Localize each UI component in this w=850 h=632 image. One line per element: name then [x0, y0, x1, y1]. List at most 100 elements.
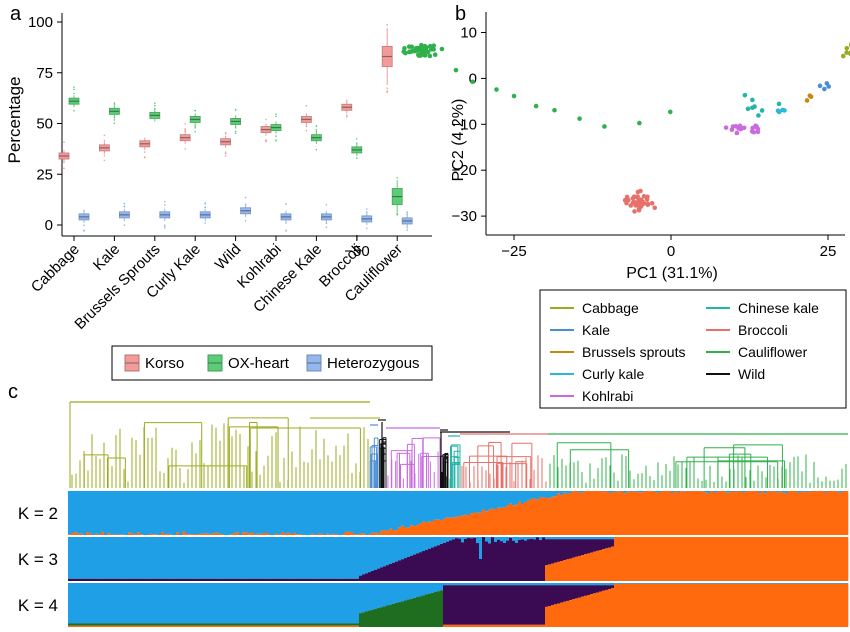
ancestry-bar — [713, 491, 716, 493]
ancestry-bar — [593, 585, 596, 593]
ancestry-bar — [629, 584, 632, 627]
ancestry-bar — [251, 623, 254, 625]
ancestry-bar — [713, 584, 716, 627]
ancestry-bar — [701, 583, 704, 584]
ancestry-bar — [329, 623, 332, 625]
ancestry-bar — [353, 537, 356, 579]
ancestry-bar — [254, 623, 257, 625]
ancestry-bar — [605, 583, 608, 585]
ancestry-bar — [116, 583, 119, 623]
ancestry-bar — [134, 579, 137, 581]
ancestry-bar — [266, 623, 269, 625]
ancestry-bar — [104, 537, 107, 579]
ancestry-bar — [356, 583, 359, 623]
ancestry-bar — [353, 583, 356, 623]
ancestry-bar — [548, 583, 551, 585]
ancestry-bar — [230, 491, 233, 534]
ancestry-bar — [206, 583, 209, 623]
ancestry-bar — [380, 567, 383, 581]
ancestry-bar — [566, 539, 569, 559]
ancestry-bar — [743, 492, 746, 535]
outlier-point — [124, 203, 126, 205]
outlier-point — [144, 151, 146, 153]
ancestry-bar — [101, 532, 104, 535]
ancestry-bar — [581, 555, 584, 581]
ancestry-bar — [614, 584, 617, 627]
ancestry-bar — [818, 491, 821, 535]
ancestry-bar — [386, 491, 389, 531]
ancestry-bar — [476, 537, 479, 543]
ancestry-bar — [785, 491, 788, 493]
ancestry-bar — [806, 584, 809, 627]
ancestry-bar — [89, 537, 92, 579]
ancestry-bar — [470, 538, 473, 581]
ancestry-bar — [170, 623, 173, 625]
ancestry-bar — [362, 533, 365, 535]
ancestry-bar — [800, 492, 803, 535]
ancestry-bar — [146, 623, 149, 625]
ancestry-bar — [677, 583, 680, 584]
ancestry-bar — [332, 583, 335, 623]
ancestry-bar — [296, 623, 299, 625]
ancestry-bar — [188, 491, 191, 534]
ancestry-bar — [242, 583, 245, 623]
ancestry-bar — [521, 585, 524, 625]
ancestry-bar — [743, 491, 746, 492]
ancestry-bar — [719, 583, 722, 584]
ancestry-bar — [551, 583, 554, 585]
ancestry-bar — [350, 579, 353, 581]
ancestry-bar — [179, 491, 182, 535]
ancestry-bar — [488, 543, 491, 581]
ancestry-bar — [632, 584, 635, 627]
ancestry-bar — [287, 491, 290, 533]
ancestry-bar — [335, 583, 338, 623]
ancestry-bar — [830, 537, 833, 581]
ancestry-bar — [134, 623, 137, 625]
ancestry-bar — [761, 491, 764, 535]
ancestry-bar — [167, 579, 170, 581]
ancestry-bar — [362, 537, 365, 574]
ancestry-bar — [182, 579, 185, 581]
ancestry-bar — [599, 585, 602, 591]
ancestry-bar — [575, 583, 578, 585]
ancestry-bar — [350, 623, 353, 625]
ancestry-bar — [347, 579, 350, 581]
ancestry-bar — [818, 583, 821, 584]
ancestry-bar — [248, 491, 251, 533]
ancestry-bar — [401, 583, 404, 601]
ancestry-bar — [623, 491, 626, 493]
ancestry-bar — [134, 491, 137, 534]
ancestry-bar — [617, 491, 620, 492]
ancestry-bar — [830, 583, 833, 584]
ancestry-bar — [710, 583, 713, 584]
ancestry-bar — [842, 491, 845, 535]
ancestry-bar — [407, 600, 410, 627]
ancestry-bar — [656, 537, 659, 581]
ancestry-bar — [725, 584, 728, 627]
scatter-point — [743, 93, 748, 98]
ancestry-bar — [476, 513, 479, 535]
scatter-point — [646, 202, 651, 207]
ancestry-bar — [605, 537, 608, 539]
ancestry-bar — [197, 583, 200, 623]
ancestry-bar — [176, 623, 179, 625]
scatter-point — [668, 110, 673, 115]
ancestry-bar — [671, 491, 674, 493]
ancestry-bar — [329, 491, 332, 535]
ancestry-bar — [125, 583, 128, 623]
ancestry-bar — [359, 576, 362, 581]
scatter-point — [401, 49, 406, 54]
ancestry-bar — [386, 583, 389, 606]
ancestry-bar — [257, 491, 260, 534]
ancestry-bar — [599, 592, 602, 627]
ancestry-bar — [362, 612, 365, 627]
ancestry-bar — [455, 585, 458, 625]
ancestry-bar — [326, 537, 329, 579]
ancestry-bar — [605, 585, 608, 590]
ancestry-bar — [113, 537, 116, 579]
ancestry-bar — [563, 539, 566, 560]
ancestry-bar — [488, 537, 491, 543]
ancestry-bar — [590, 539, 593, 552]
ancestry-bar — [590, 594, 593, 627]
ancestry-bar — [647, 583, 650, 584]
